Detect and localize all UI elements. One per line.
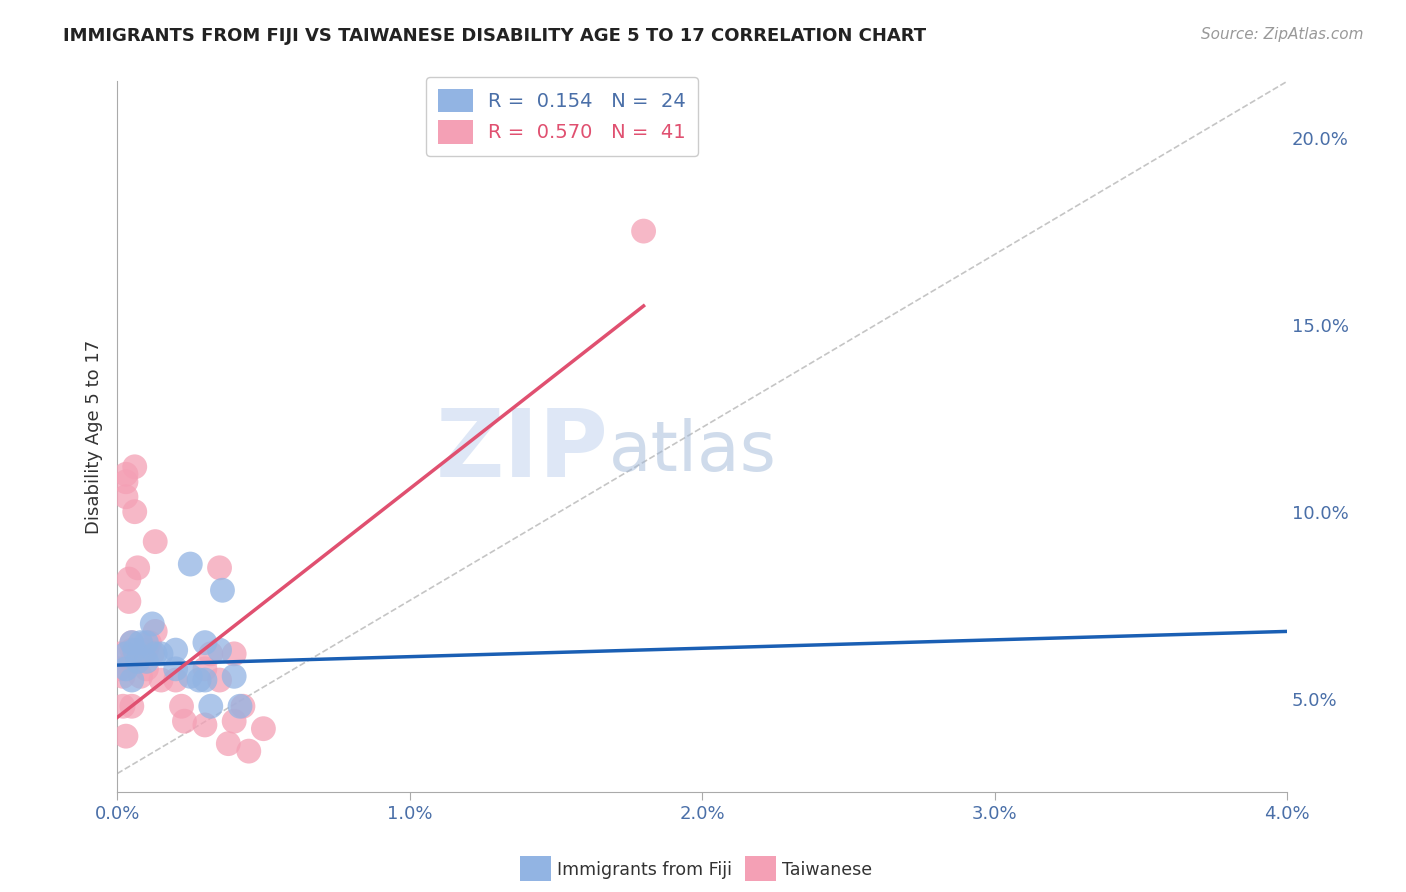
Point xyxy=(150,673,173,687)
Point xyxy=(121,643,143,657)
Point xyxy=(150,647,173,661)
Text: Immigrants from Fiji: Immigrants from Fiji xyxy=(557,861,731,879)
Point xyxy=(211,583,233,598)
Text: Source: ZipAtlas.com: Source: ZipAtlas.com xyxy=(1201,27,1364,42)
Point xyxy=(108,662,131,676)
Text: Taiwanese: Taiwanese xyxy=(782,861,872,879)
Point xyxy=(121,673,143,687)
Point xyxy=(143,647,166,661)
Point xyxy=(132,647,155,661)
Point xyxy=(165,643,187,657)
Point xyxy=(165,662,187,676)
Point xyxy=(121,635,143,649)
Point xyxy=(224,647,246,661)
Point xyxy=(194,662,217,676)
Point xyxy=(112,669,135,683)
Point xyxy=(200,699,222,714)
Point xyxy=(118,594,141,608)
Point xyxy=(118,572,141,586)
Y-axis label: Disability Age 5 to 17: Disability Age 5 to 17 xyxy=(86,340,103,534)
Point xyxy=(115,662,138,676)
Point xyxy=(170,699,193,714)
Point xyxy=(108,647,131,661)
Point xyxy=(138,635,160,649)
Point xyxy=(173,714,195,729)
Point xyxy=(179,669,201,683)
Point xyxy=(115,467,138,482)
Point xyxy=(194,718,217,732)
Point xyxy=(115,729,138,743)
Point xyxy=(143,624,166,639)
Point xyxy=(179,557,201,571)
Point xyxy=(224,669,246,683)
Text: IMMIGRANTS FROM FIJI VS TAIWANESE DISABILITY AGE 5 TO 17 CORRELATION CHART: IMMIGRANTS FROM FIJI VS TAIWANESE DISABI… xyxy=(63,27,927,45)
Point xyxy=(200,647,222,661)
Point xyxy=(127,561,149,575)
Point xyxy=(135,643,157,657)
Point xyxy=(141,647,163,661)
Point xyxy=(238,744,260,758)
Point xyxy=(208,561,231,575)
Point xyxy=(252,722,274,736)
Point xyxy=(127,654,149,668)
Point xyxy=(135,662,157,676)
Text: ZIP: ZIP xyxy=(436,405,609,497)
Point xyxy=(112,699,135,714)
Point xyxy=(115,475,138,489)
Point xyxy=(232,699,254,714)
Point xyxy=(121,699,143,714)
Point xyxy=(229,699,252,714)
Point xyxy=(124,459,146,474)
Point xyxy=(129,669,152,683)
Point xyxy=(633,224,655,238)
Point xyxy=(141,616,163,631)
Point xyxy=(124,505,146,519)
Point xyxy=(208,673,231,687)
Point xyxy=(165,673,187,687)
Point xyxy=(115,647,138,661)
Point xyxy=(208,643,231,657)
Text: atlas: atlas xyxy=(609,417,776,484)
Point xyxy=(129,635,152,649)
Legend: R =  0.154   N =  24, R =  0.570   N =  41: R = 0.154 N = 24, R = 0.570 N = 41 xyxy=(426,77,697,155)
Point xyxy=(115,490,138,504)
Point xyxy=(124,643,146,657)
Point xyxy=(188,673,211,687)
Point xyxy=(217,737,239,751)
Point xyxy=(121,635,143,649)
Point xyxy=(143,534,166,549)
Point xyxy=(135,654,157,668)
Point xyxy=(194,673,217,687)
Point xyxy=(121,654,143,668)
Point xyxy=(224,714,246,729)
Point xyxy=(194,635,217,649)
Point xyxy=(135,635,157,649)
